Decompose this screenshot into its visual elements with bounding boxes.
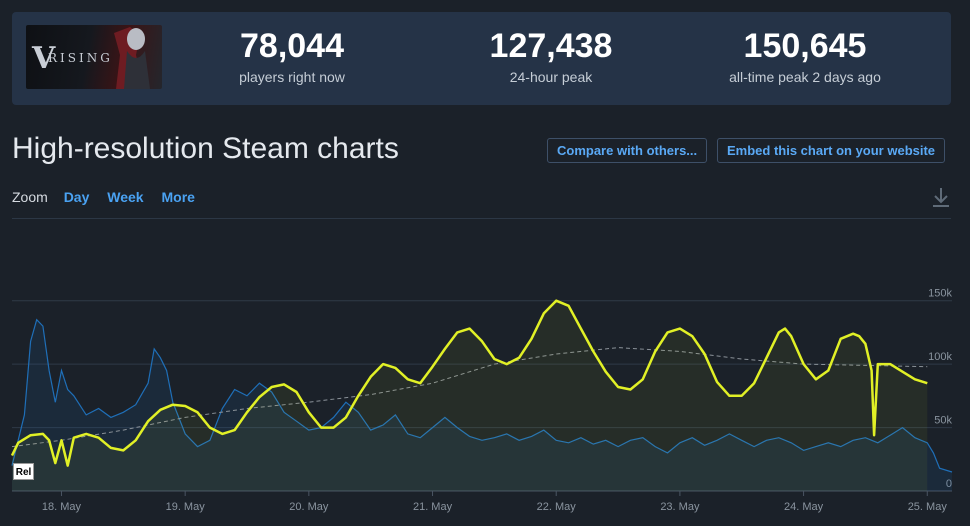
embed-chart-button[interactable]: Embed this chart on your website [717, 138, 946, 163]
zoom-week-link[interactable]: Week [107, 189, 144, 205]
x-tick-label: 23. May [660, 501, 700, 513]
trend-area [12, 300, 928, 491]
player-count-chart[interactable]: 0 50k 100k 150k 18. May 19. May 20. May 21. May… [0, 230, 970, 526]
zoom-controls: Zoom Day Week More [12, 189, 209, 205]
all-time-peak-value: 150,645 [743, 27, 867, 65]
x-tick-label: 19. May [166, 501, 206, 513]
page-title: High-resolution Steam charts [12, 132, 399, 165]
download-icon[interactable] [931, 186, 951, 208]
x-tick-label: 18. May [42, 501, 82, 513]
x-tick-label: 22. May [537, 501, 577, 513]
game-logo[interactable]: V RISING [26, 25, 162, 89]
24h-peak-label: 24-hour peak [509, 69, 593, 85]
zoom-more-link[interactable]: More [161, 189, 195, 205]
x-tick-label: 24. May [784, 501, 824, 513]
x-tick-label: 25. May [908, 501, 948, 513]
x-tick-label: 20. May [289, 501, 329, 513]
release-marker[interactable]: Rel [13, 463, 34, 480]
trend-line [10, 299, 928, 467]
compare-button[interactable]: Compare with others... [547, 138, 708, 163]
players-line [11, 318, 953, 473]
average-line [11, 347, 928, 448]
y-tick-label: 50k [934, 415, 952, 427]
all-time-peak-stat: 150,645 all-time peak 2 days ago [705, 26, 905, 85]
stats-bar: V RISING 78,044 players right now 127,43… [12, 12, 951, 105]
zoom-label: Zoom [12, 189, 48, 205]
current-players-value: 78,044 [240, 27, 344, 65]
24h-peak-value: 127,438 [489, 27, 613, 65]
y-tick-label: 0 [946, 478, 952, 490]
divider [12, 218, 951, 219]
x-tick-label: 21. May [413, 501, 453, 513]
logo-text: RISING [48, 51, 113, 65]
logo-letter: V [32, 41, 56, 76]
zoom-day-link[interactable]: Day [63, 189, 90, 205]
all-time-peak-label: all-time peak 2 days ago [729, 69, 881, 85]
y-tick-label: 150k [928, 288, 952, 300]
24h-peak-stat: 127,438 24-hour peak [451, 26, 651, 85]
current-players-label: players right now [239, 69, 345, 85]
current-players-stat: 78,044 players right now [192, 26, 392, 85]
players-area [12, 319, 952, 491]
y-tick-label: 100k [928, 351, 952, 363]
vampire-figure-icon [114, 27, 150, 89]
